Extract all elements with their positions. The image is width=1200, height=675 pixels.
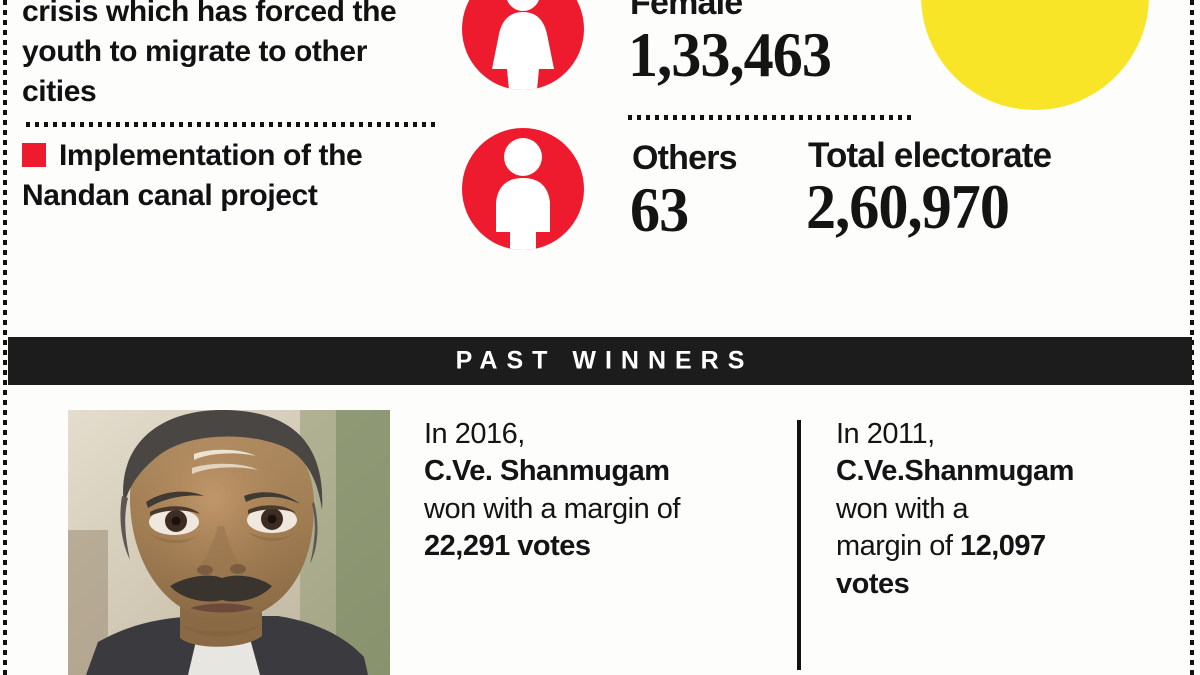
- winner-2011-intro: In 2011,: [836, 418, 935, 450]
- winner-2011-name: C.Ve.Shanmugam: [836, 455, 1074, 488]
- issue-item-1-text: crisis which has forced the youth to mig…: [22, 0, 397, 108]
- badge-value: 370: [930, 0, 1140, 3]
- female-value: 1,33,463: [628, 19, 832, 90]
- issues-list: crisis which has forced the youth to mig…: [22, 0, 442, 215]
- winner-portrait-photo: [68, 410, 390, 675]
- winner-2011-margin2: votes: [836, 567, 910, 600]
- electorate-dotted-divider: [628, 115, 912, 120]
- winner-2016-intro: In 2016,: [424, 418, 525, 450]
- right-edge-dashed-rule: [1190, 0, 1194, 675]
- left-edge-dashed-rule: [3, 0, 7, 675]
- total-electorate-value: 2,60,970: [806, 171, 1010, 242]
- winner-2011-middle: won with a: [836, 492, 969, 525]
- polling-stations-badge: 370: [921, 0, 1149, 110]
- winner-2011-margin: 12,097: [959, 530, 1046, 563]
- electorate-section: crisis which has forced the youth to mig…: [0, 0, 1200, 337]
- total-electorate-label: Total electorate: [808, 136, 1052, 175]
- past-winners-banner-title: PAST WINNERS: [455, 346, 754, 375]
- past-winners-banner: PAST WINNERS: [8, 337, 1192, 385]
- others-label: Others: [632, 139, 738, 177]
- others-value: 63: [630, 174, 689, 245]
- winner-2016-margin: 22,291 votes: [424, 530, 591, 563]
- issues-dotted-divider: [26, 121, 438, 127]
- winners-column-divider: [797, 420, 801, 670]
- past-winner-2016: In 2016, C.Ve. Shanmugam won with a marg…: [424, 416, 779, 566]
- winner-2011-middle2: margin of: [836, 530, 953, 563]
- red-square-bullet-icon: [22, 142, 46, 167]
- issue-item-2: Implementation of the Nandan canal proje…: [22, 136, 442, 216]
- past-winner-2011: In 2011, C.Ve.Shanmugam won with a margi…: [836, 416, 1156, 603]
- female-silhouette-icon: [462, 0, 584, 90]
- winner-2016-name: C.Ve. Shanmugam: [424, 455, 670, 488]
- past-winners-section: In 2016, C.Ve. Shanmugam won with a marg…: [0, 385, 1200, 675]
- winner-2016-middle: won with a margin of: [424, 492, 680, 525]
- person-silhouette-icon: [462, 128, 584, 250]
- issue-item-2-text: Implementation of the Nandan canal proje…: [22, 138, 363, 212]
- female-label: Female: [630, 0, 743, 22]
